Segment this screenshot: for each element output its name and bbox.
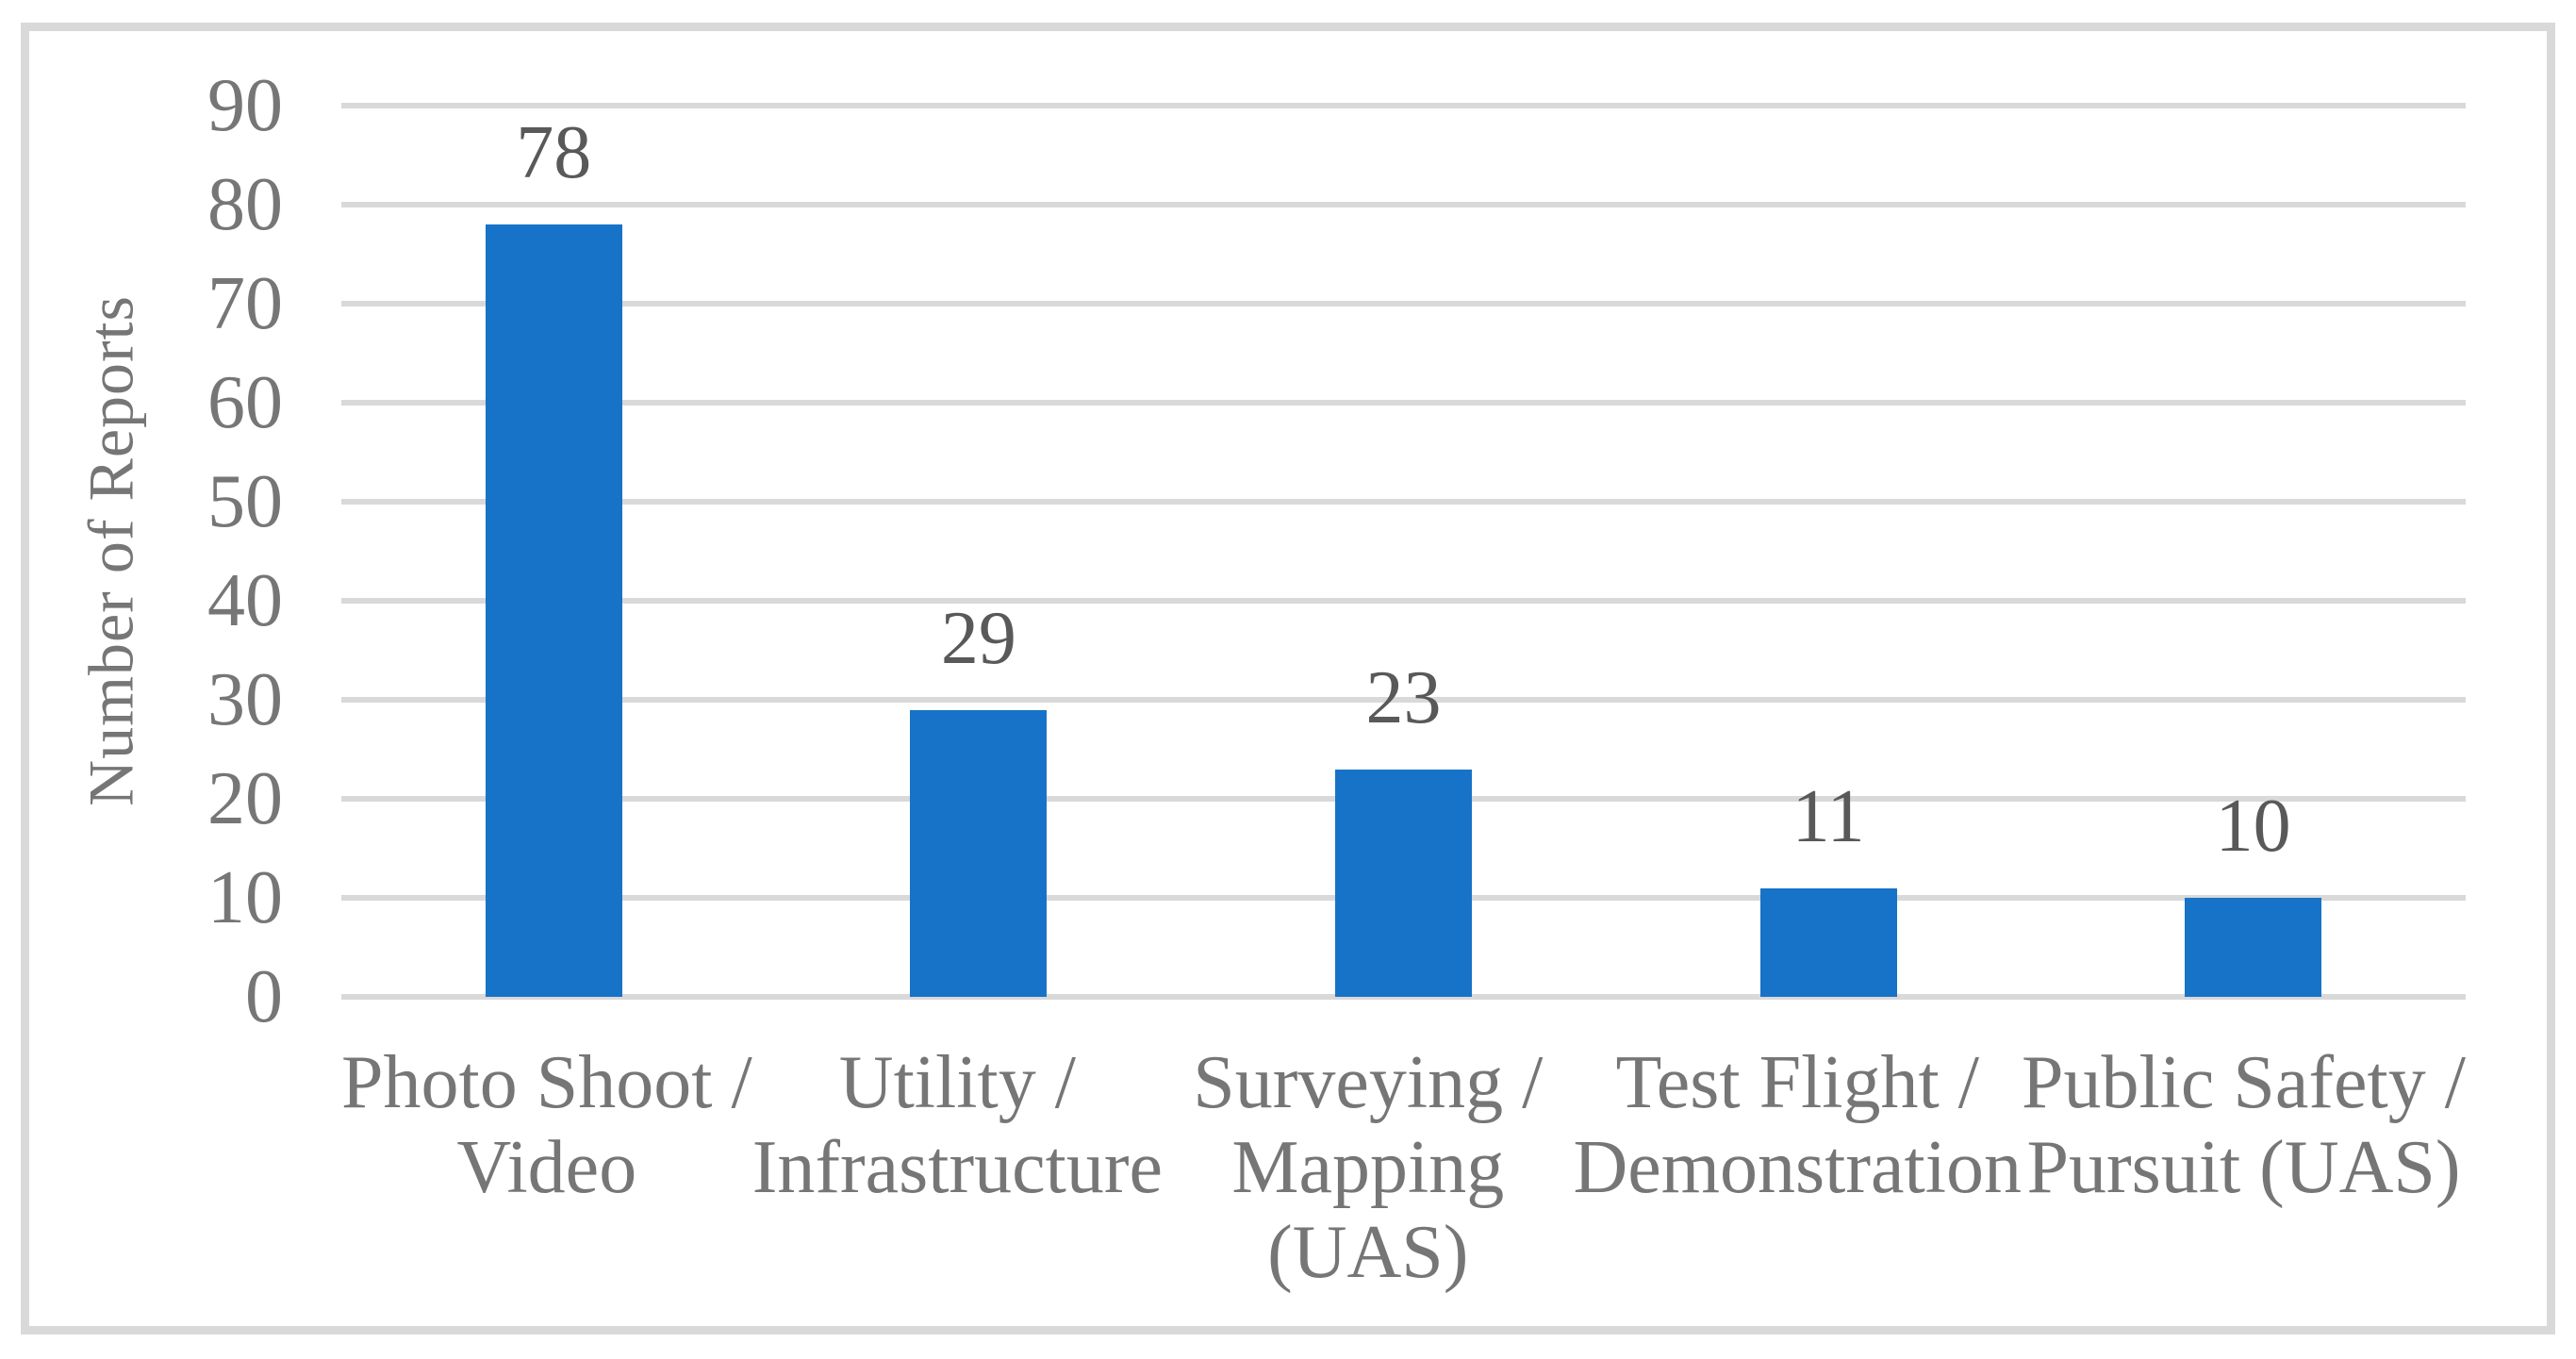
category-label-line: Utility / [838,1041,1076,1124]
bar [485,224,622,997]
bar-value-label: 78 [516,111,592,194]
category-label-line: Public Safety / [2021,1041,2467,1124]
plot-area: 78 29 23 11 10 [341,106,2466,997]
gridline [341,301,2466,307]
bar-slot: 29 [767,106,1192,997]
gridline [341,499,2466,505]
bar [910,709,1048,997]
bar [2185,898,2322,997]
bar-slot: 78 [341,106,767,997]
category-label-line: (UAS) [1267,1211,1469,1294]
bar-value-label: 23 [1365,655,1442,739]
category-label: Utility / Infrastructure [752,1040,1163,1295]
category-label-line: Surveying / [1193,1041,1544,1124]
y-tick-label: 60 [207,361,283,444]
category-label-line: Photo Shoot / [341,1041,752,1124]
bar [1334,769,1472,997]
category-label: Photo Shoot / Video [341,1040,752,1295]
y-tick-label: 40 [207,559,283,642]
bar-slot: 23 [1191,106,1616,997]
bar-value-label: 11 [1792,774,1865,858]
y-tick-label: 0 [245,955,283,1038]
gridline [341,202,2466,207]
y-tick-label: 70 [207,262,283,345]
category-label-line: Pursuit (UAS) [2026,1126,2461,1209]
category-label: Public Safety / Pursuit (UAS) [2022,1040,2466,1295]
bar-value-label: 10 [2215,785,2291,868]
category-label-line: Mapping [1231,1126,1505,1209]
bar-slot: 10 [2040,106,2466,997]
gridline [341,103,2466,108]
bar-slot: 11 [1616,106,2041,997]
y-tick-label: 20 [207,757,283,840]
category-label: Test Flight / Demonstration [1573,1040,2021,1295]
y-tick-label: 30 [207,658,283,741]
y-tick-label: 90 [207,64,283,147]
y-tick-label: 80 [207,163,283,246]
y-tick-label: 10 [207,856,283,939]
gridline [341,598,2466,604]
y-tick-label: 50 [207,460,283,543]
category-label: Surveying / Mapping (UAS) [1163,1040,1573,1295]
category-label-line: Test Flight / [1615,1041,1979,1124]
category-label-line: Infrastructure [751,1126,1164,1209]
x-axis-category-labels: Photo Shoot / Video Utility / Infrastructur… [341,1040,2466,1295]
bar-value-label: 29 [940,596,1016,680]
category-label-line: Video [456,1126,637,1209]
gridline [341,400,2466,406]
gridline [341,697,2466,703]
category-label-line: Demonstration [1573,1126,2022,1209]
bar [1759,887,1897,997]
gridline [341,994,2466,1000]
